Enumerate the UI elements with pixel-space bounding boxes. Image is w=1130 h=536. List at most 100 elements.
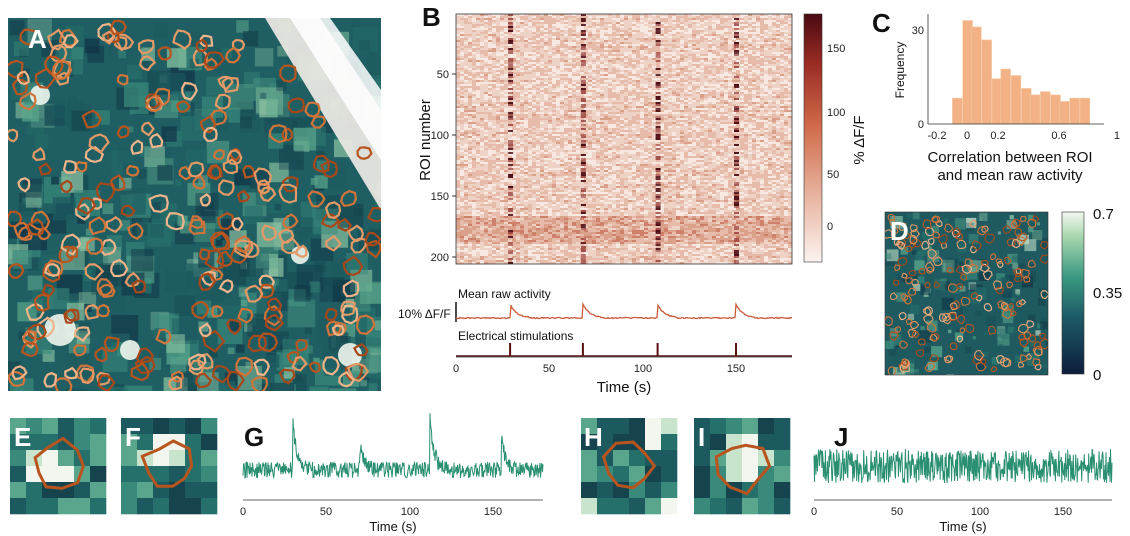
panel-b-traces: Mean raw activity 10% ΔF/F Electrical st… <box>398 287 793 396</box>
trace-j-xtick: 50 <box>891 506 903 518</box>
panel-i-label: I <box>698 422 705 452</box>
roi-outline <box>979 358 987 365</box>
roi-outline <box>1018 298 1027 306</box>
roi-crop-i <box>694 418 791 515</box>
panel-d-colorbar <box>1061 211 1085 375</box>
roi-outline <box>145 94 164 113</box>
histogram-bar <box>952 97 963 125</box>
roi-outline <box>8 263 25 279</box>
roi-outline <box>995 258 1003 265</box>
trace-g-xtick: 150 <box>484 506 502 518</box>
roi-crop-h <box>581 418 678 515</box>
heatmap-event-cell <box>580 62 586 64</box>
heatmap-event-cell <box>580 204 586 206</box>
roi-outline <box>8 370 26 388</box>
heatmap-event-cell <box>580 256 586 258</box>
heatmap-event-cell <box>734 18 739 20</box>
roi-outline <box>944 223 954 233</box>
roi-outline <box>218 279 234 294</box>
roi-outline <box>281 127 293 142</box>
heatmap-cells <box>456 14 792 264</box>
heatmap-event-cell <box>655 184 661 186</box>
heatmap-event-cell <box>580 60 586 62</box>
heatmap-event-cell <box>655 182 661 184</box>
roi-outline <box>226 149 243 166</box>
roi-outline <box>19 28 37 46</box>
roi-outline <box>130 139 144 155</box>
roi-outline <box>1038 332 1046 340</box>
heatmap-event-cell <box>734 240 739 242</box>
roi-outline <box>951 229 961 238</box>
heatmap-event-cell <box>580 120 586 122</box>
roi-outline <box>105 215 123 234</box>
heatmap-event-cell <box>734 260 739 262</box>
heatmap-event-cell <box>508 114 514 116</box>
roi-outline <box>194 372 213 389</box>
heatmap-event-cell <box>580 18 586 20</box>
heatmap-event-cell <box>580 262 586 264</box>
roi-outline <box>260 186 277 202</box>
roi-outline <box>149 133 164 149</box>
roi-outline <box>926 323 937 333</box>
roi-outline <box>312 154 330 173</box>
colorbar-tick: 50 <box>827 169 839 181</box>
stim-markers <box>509 343 737 356</box>
roi-outline <box>187 161 205 178</box>
roi-outline <box>103 336 120 353</box>
traces-xtick: 150 <box>727 363 745 375</box>
roi-outline <box>36 316 56 338</box>
heatmap-event-cell <box>655 92 661 94</box>
roi-outline <box>231 39 246 52</box>
roi-outline <box>1011 239 1021 249</box>
heatmap-event-cell <box>734 144 739 146</box>
roi-outline <box>941 312 951 322</box>
heatmap-event-cell <box>734 168 739 170</box>
roi-outline <box>200 270 216 287</box>
heatmap-event-cell <box>655 56 661 58</box>
roi-outline <box>217 179 235 196</box>
heatmap-event-cell <box>508 22 514 24</box>
roi-outline <box>927 237 935 245</box>
heatmap-event-cell <box>655 190 661 192</box>
roi-outline <box>964 323 975 334</box>
roi-outline <box>181 81 198 101</box>
roi-outline <box>79 367 95 385</box>
roi-outline <box>1005 281 1014 289</box>
roi-outline <box>257 179 271 195</box>
heatmap-event-cell <box>508 144 514 146</box>
roi-outline <box>324 201 342 220</box>
roi-outline <box>53 377 73 391</box>
roi-outline <box>85 237 104 255</box>
roi-outline <box>304 101 321 118</box>
roi-outline <box>889 219 896 226</box>
heatmap-event-cell <box>580 124 586 126</box>
heatmap-event-cell <box>655 30 661 32</box>
heatmap-event-cell <box>580 100 586 102</box>
roi-outline <box>295 338 308 352</box>
heatmap-event-cell <box>580 80 586 82</box>
heatmap-event-cell <box>655 132 661 134</box>
heatmap-event-cell <box>734 156 739 158</box>
roi-outline <box>229 147 241 162</box>
heatmap-event-cell <box>580 146 586 148</box>
heatmap-event-cell <box>655 122 661 124</box>
histogram-xtick: 0.2 <box>990 130 1005 142</box>
traces-xtick: 50 <box>543 363 555 375</box>
roi-outline <box>126 164 140 177</box>
heatmap-event-cell <box>734 182 739 184</box>
heatmap-event-cell <box>734 190 739 192</box>
heatmap-event-cell <box>580 172 586 174</box>
heatmap-event-cell <box>580 194 586 196</box>
roi-outline <box>924 362 936 373</box>
heatmap-event-cell <box>734 52 739 54</box>
heatmap-event-cell <box>580 216 586 218</box>
heatmap-event-cell <box>734 46 739 48</box>
histogram-xtick: -0.2 <box>928 130 947 142</box>
roi-outline <box>925 226 935 237</box>
roi-outline <box>212 149 225 161</box>
heatmap-event-cell <box>580 260 586 262</box>
roi-crops <box>10 418 791 515</box>
roi-outline <box>932 231 941 239</box>
panel-a-label: A <box>28 24 47 54</box>
roi-outline <box>924 306 933 316</box>
